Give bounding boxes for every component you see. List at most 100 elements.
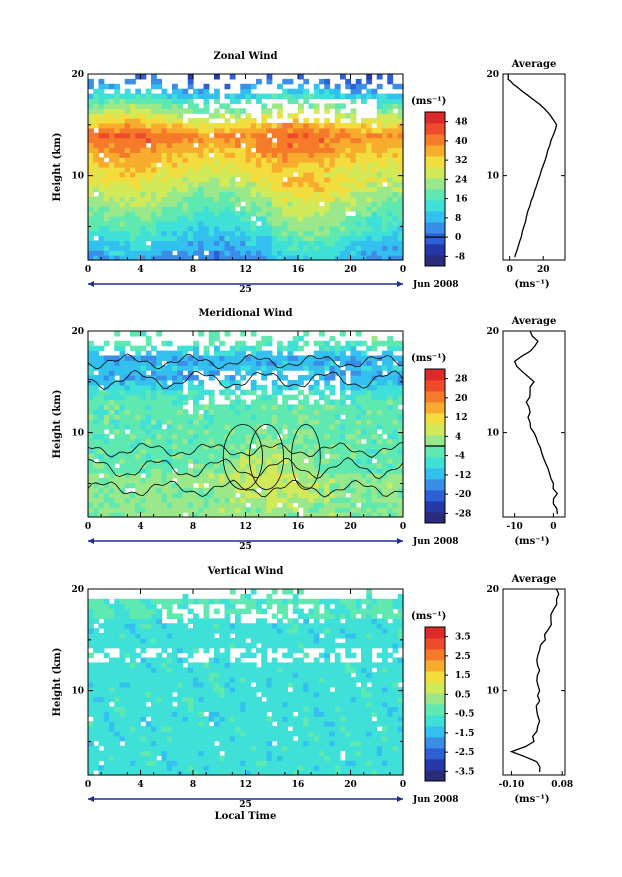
heatmap-cell [183, 672, 189, 677]
heatmap-cell [393, 507, 399, 512]
heatmap-cell [188, 84, 194, 89]
heatmap-cell [246, 429, 252, 434]
heatmap-cell [93, 250, 99, 255]
heatmap-cell [393, 245, 399, 250]
heatmap-cell [204, 84, 210, 89]
heatmap-cell [167, 133, 173, 138]
heatmap-cell [261, 177, 267, 182]
heatmap-cell [162, 216, 168, 221]
heatmap-cell [251, 187, 257, 192]
heatmap-cell [130, 419, 136, 424]
heatmap-cell [251, 191, 257, 196]
heatmap-cell [309, 216, 315, 221]
heatmap-cell [204, 429, 210, 434]
heatmap-cell [135, 187, 141, 192]
heatmap-cell [387, 507, 393, 512]
heatmap-cell [156, 118, 162, 123]
heatmap-cell [261, 94, 267, 99]
heatmap-cell [130, 609, 136, 614]
heatmap-cell [235, 404, 241, 409]
heatmap-cell [204, 167, 210, 172]
heatmap-cell [99, 414, 105, 419]
heatmap-cell [309, 196, 315, 201]
heatmap-cell [162, 633, 168, 638]
heatmap-cell [324, 94, 330, 99]
heatmap-cell [298, 211, 304, 216]
heatmap-cell [177, 692, 183, 697]
heatmap-cell [204, 692, 210, 697]
heatmap-cell [193, 365, 199, 370]
heatmap-cell [230, 346, 236, 351]
heatmap-cell [214, 201, 220, 206]
heatmap-cell [382, 409, 388, 414]
heatmap-cell [177, 429, 183, 434]
heatmap-cell [345, 463, 351, 468]
heatmap-cell [141, 331, 147, 336]
heatmap-cell [156, 123, 162, 128]
heatmap-cell [125, 731, 131, 736]
heatmap-cell [356, 488, 362, 493]
heatmap-cell [162, 191, 168, 196]
heatmap-cell [99, 648, 105, 653]
heatmap-cell [356, 375, 362, 380]
heatmap-cell [104, 385, 110, 390]
heatmap-cell [188, 653, 194, 658]
colorbar-swatch [425, 413, 445, 424]
heatmap-cell [214, 355, 220, 360]
heatmap-cell [151, 143, 157, 148]
heatmap-cell [366, 463, 372, 468]
heatmap-cell [267, 236, 273, 241]
heatmap-cell [246, 162, 252, 167]
heatmap-cell [167, 711, 173, 716]
heatmap-cell [198, 692, 204, 697]
heatmap-cell [125, 458, 131, 463]
heatmap-cell [214, 331, 220, 336]
heatmap-cell [209, 711, 215, 716]
heatmap-cell [387, 74, 393, 79]
heatmap-cell [93, 463, 99, 468]
heatmap-cell [188, 434, 194, 439]
heatmap-cell [309, 147, 315, 152]
heatmap-cell [99, 409, 105, 414]
heatmap-cell [146, 395, 152, 400]
heatmap-cell [162, 677, 168, 682]
heatmap-cell [151, 187, 157, 192]
heatmap-cell [120, 765, 126, 770]
heatmap-cell [156, 240, 162, 245]
heatmap-cell [277, 103, 283, 108]
heatmap-cell [177, 221, 183, 226]
heatmap-cell [146, 623, 152, 628]
y-tick-label: 10 [71, 429, 84, 439]
heatmap-cell [387, 390, 393, 395]
heatmap-cell [130, 162, 136, 167]
heatmap-cell [88, 429, 94, 434]
heatmap-cell [240, 236, 246, 241]
heatmap-cell [88, 497, 94, 502]
heatmap-cell [109, 250, 115, 255]
heatmap-cell [162, 478, 168, 483]
heatmap-cell [293, 231, 299, 236]
heatmap-cell [177, 113, 183, 118]
heatmap-cell [293, 206, 299, 211]
heatmap-cell [366, 147, 372, 152]
heatmap-cell [141, 741, 147, 746]
heatmap-cell [193, 716, 199, 721]
heatmap-cell [167, 458, 173, 463]
heatmap-cell [319, 147, 325, 152]
heatmap-cell [361, 236, 367, 241]
heatmap-cell [335, 226, 341, 231]
heatmap-cell [340, 113, 346, 118]
heatmap-cell [109, 98, 115, 103]
heatmap-cell [288, 152, 294, 157]
heatmap-cell [277, 429, 283, 434]
heatmap-cell [204, 731, 210, 736]
heatmap-cell [314, 240, 320, 245]
heatmap-cell [382, 226, 388, 231]
heatmap-cell [88, 609, 94, 614]
heatmap-cell [393, 355, 399, 360]
heatmap-cell [188, 507, 194, 512]
heatmap-cell [319, 434, 325, 439]
heatmap-cell [125, 201, 131, 206]
heatmap-cell [151, 355, 157, 360]
heatmap-cell [277, 236, 283, 241]
